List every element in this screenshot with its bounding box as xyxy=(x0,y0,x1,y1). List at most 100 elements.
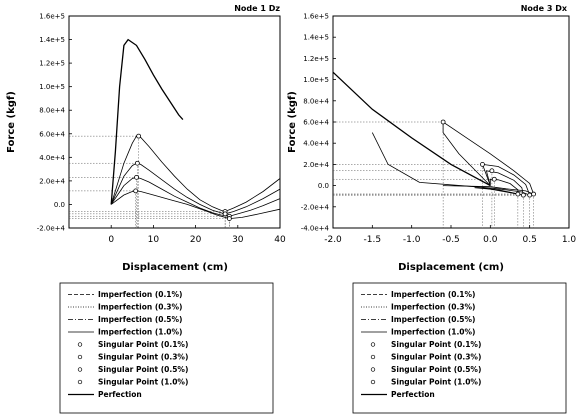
legend-item: Imperfection (0.3%) xyxy=(361,303,475,312)
legend-node3: Imperfection (0.1%) Imperfection (0.3%) Im… xyxy=(352,282,567,414)
singular-point-marker xyxy=(134,174,139,180)
y-tick-labels: -4.0e+4 -2.0e+4 0.0 2.0e+4 4.0e+4 6.0e+4 8.0e+… xyxy=(301,13,336,233)
legend-label: Imperfection (0.3%) xyxy=(391,303,475,312)
legend-label: Singular Point (0.1%) xyxy=(98,340,188,349)
legend-item: Singular Point (0.3%) xyxy=(370,353,481,362)
legend-marker xyxy=(77,342,83,347)
legend-label: Imperfection (0.1%) xyxy=(391,290,475,299)
legend-item: Singular Point (1.0%) xyxy=(370,378,481,387)
series-line-1 xyxy=(110,135,281,212)
legend-item: Imperfection (0.5%) xyxy=(68,315,182,324)
y-tick-label: 1.6e+5 xyxy=(39,13,65,21)
legend-label: Perfection xyxy=(98,390,142,399)
legend-marker xyxy=(370,354,376,360)
legend-label: Singular Point (1.0%) xyxy=(98,378,188,387)
legend-label: Singular Point (0.5%) xyxy=(391,365,481,374)
legend-item: Imperfection (0.3%) xyxy=(68,303,182,312)
legend-marker xyxy=(370,367,376,372)
series-line-0 xyxy=(332,71,491,187)
y-tick-label: -2.0e+4 xyxy=(37,225,66,233)
y-tick-label: 6.0e+4 xyxy=(39,130,65,138)
x-axis-label: Displacement (cm) xyxy=(398,262,504,273)
singular-point-markers xyxy=(133,133,232,221)
legend-item: Perfection xyxy=(361,390,435,399)
singular-point-marker xyxy=(491,176,497,182)
singular-point-marker xyxy=(531,191,536,197)
legend-label: Imperfection (0.3%) xyxy=(98,303,182,312)
legend-label: Imperfection (1.0%) xyxy=(391,328,475,337)
y-tick-label: 8.0e+4 xyxy=(39,107,65,115)
singular-point-marker xyxy=(515,191,521,197)
y-tick-label: 1.4e+5 xyxy=(303,34,329,42)
y-tick-label: 0.0 xyxy=(54,201,65,209)
legend-item: Imperfection (0.1%) xyxy=(68,290,182,299)
y-tick-label: 1.6e+5 xyxy=(303,13,329,21)
legend-label: Singular Point (0.5%) xyxy=(98,365,188,374)
chart-title: Node 1 Dz xyxy=(234,4,280,13)
y-tick-label: 1.4e+5 xyxy=(39,36,65,44)
legend-marker xyxy=(77,367,83,372)
y-tick-labels: -2.0e+4 0.0 2.0e+4 4.0e+4 6.0e+4 8.0e+4 1.0e+5… xyxy=(37,13,72,233)
legend-item: Imperfection (1.0%) xyxy=(361,328,475,337)
chart-title: Node 3 Dx xyxy=(521,4,568,13)
singular-point-marker xyxy=(520,192,526,198)
x-tick-label: -1.5 xyxy=(364,235,382,245)
singular-point-marker xyxy=(489,168,495,174)
legend-item: Singular Point (0.1%) xyxy=(77,340,188,349)
y-tick-label: 4.0e+4 xyxy=(39,154,65,162)
x-tick-label: 0.5 xyxy=(523,235,537,245)
legend-item: Singular Point (1.0%) xyxy=(77,378,188,387)
y-tick-label: -2.0e+4 xyxy=(301,203,330,211)
singular-point-marker xyxy=(480,161,485,167)
singular-point-marker xyxy=(136,133,142,139)
legend-item: Imperfection (0.5%) xyxy=(361,315,475,324)
x-axis-label: Displacement (cm) xyxy=(122,262,228,273)
x-tick-label: 40 xyxy=(274,235,286,245)
legend-label: Imperfection (0.5%) xyxy=(391,315,475,324)
gridlines xyxy=(333,121,534,228)
legend-item: Singular Point (0.5%) xyxy=(370,365,481,374)
legend-item: Imperfection (1.0%) xyxy=(68,328,182,337)
legend-frame xyxy=(59,282,274,414)
legend-marker xyxy=(77,379,83,385)
x-tick-label: 0 xyxy=(108,235,114,245)
x-tick-label: -1.0 xyxy=(403,235,421,245)
singular-point-marker xyxy=(133,188,139,194)
x-tick-label: 20 xyxy=(190,235,202,245)
legend-label: Singular Point (0.3%) xyxy=(391,353,481,362)
y-tick-label: 1.0e+5 xyxy=(303,76,329,84)
y-axis-label: Force (kgf) xyxy=(287,91,298,153)
legend-label: Singular Point (0.3%) xyxy=(98,353,188,362)
legend-node1: Imperfection (0.1%) Imperfection (0.3%) Im… xyxy=(59,282,274,414)
singular-point-marker xyxy=(222,211,228,217)
singular-point-marker xyxy=(134,160,140,166)
y-tick-label: 0.0 xyxy=(318,182,329,190)
legend-label: Singular Point (0.1%) xyxy=(391,340,481,349)
singular-point-markers xyxy=(440,119,536,198)
y-tick-label: 2.0e+4 xyxy=(39,177,65,185)
series-group xyxy=(110,38,281,220)
legend-item: Perfection xyxy=(68,390,142,399)
legend-item: Imperfection (0.1%) xyxy=(361,290,475,299)
gridlines xyxy=(69,135,230,228)
x-tick-label: 0.0 xyxy=(483,235,498,245)
x-tick-labels: -2.0 -1.5 -1.0 -0.5 0.0 0.5 1.0 xyxy=(324,225,576,245)
legend-frame xyxy=(352,282,567,414)
legend-item: Singular Point (0.3%) xyxy=(77,353,188,362)
series-line-2 xyxy=(371,132,531,196)
legend-marker xyxy=(370,342,376,347)
y-axis-label: Force (kgf) xyxy=(6,91,17,153)
legend-item: Singular Point (0.1%) xyxy=(370,340,481,349)
y-tick-label: 1.2e+5 xyxy=(39,60,65,68)
x-tick-label: 30 xyxy=(232,235,244,245)
y-tick-label: 4.0e+4 xyxy=(303,140,329,148)
y-tick-label: 1.0e+5 xyxy=(39,83,65,91)
y-tick-label: 2.0e+4 xyxy=(303,161,329,169)
x-tick-labels: 0 10 20 30 40 xyxy=(108,225,286,245)
x-tick-label: 1.0 xyxy=(562,235,577,245)
x-tick-label: 10 xyxy=(148,235,160,245)
x-tick-label: -2.0 xyxy=(324,235,342,245)
y-tick-label: -4.0e+4 xyxy=(301,225,330,233)
singular-point-marker xyxy=(440,119,446,125)
